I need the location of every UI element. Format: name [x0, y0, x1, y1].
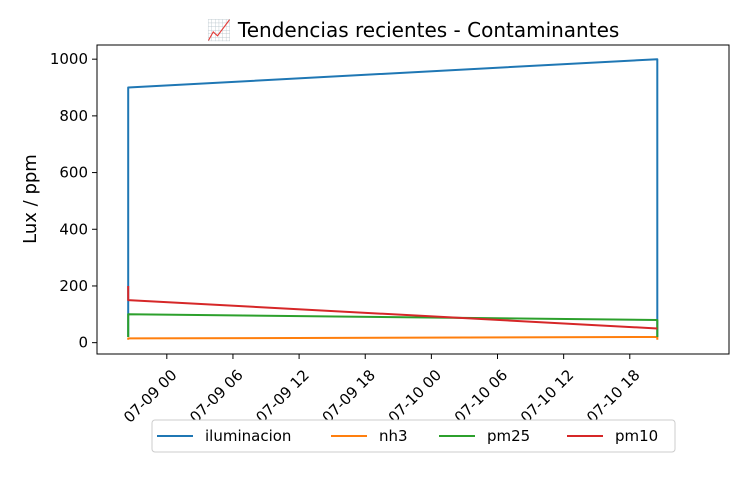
- y-axis-label: Lux / ppm: [20, 154, 41, 244]
- legend-frame: [151, 419, 676, 453]
- x-tick-label: 07-09 12: [252, 366, 312, 426]
- series-line-iluminacion: [127, 58, 659, 337]
- series-layer: [127, 58, 659, 340]
- series-line-nh3: [127, 336, 659, 340]
- y-tick-label: 800: [59, 107, 88, 125]
- y-tick-label: 400: [59, 220, 88, 238]
- legend-label-pm10: pm10: [615, 427, 658, 445]
- legend-label-iluminacion: iluminacion: [205, 427, 291, 445]
- x-tick-label: 07-09 06: [186, 366, 246, 426]
- x-tick-label: 07-10 12: [517, 366, 577, 426]
- legend-label-nh3: nh3: [379, 427, 408, 445]
- x-tick-label: 07-10 18: [583, 366, 643, 426]
- y-tick-label: 0: [78, 334, 88, 352]
- series-line-pm10: [127, 286, 658, 330]
- x-tick-label: 07-10 06: [451, 366, 511, 426]
- plot-frame: [96, 44, 730, 355]
- x-tick-label: 07-10 00: [385, 366, 445, 426]
- series-line-pm25: [127, 313, 659, 337]
- x-tick-label: 07-09 18: [319, 366, 379, 426]
- x-tick-label: 07-09 00: [120, 366, 180, 426]
- legend: iluminacion nh3 pm25 pm10: [151, 419, 676, 453]
- legend-label-pm25: pm25: [487, 427, 530, 445]
- y-tick-label: 600: [59, 164, 88, 182]
- y-tick-label: 1000: [50, 50, 88, 68]
- chart-title: 📈 Tendencias recientes - Contaminantes: [207, 18, 620, 42]
- y-tick-label: 200: [59, 277, 88, 295]
